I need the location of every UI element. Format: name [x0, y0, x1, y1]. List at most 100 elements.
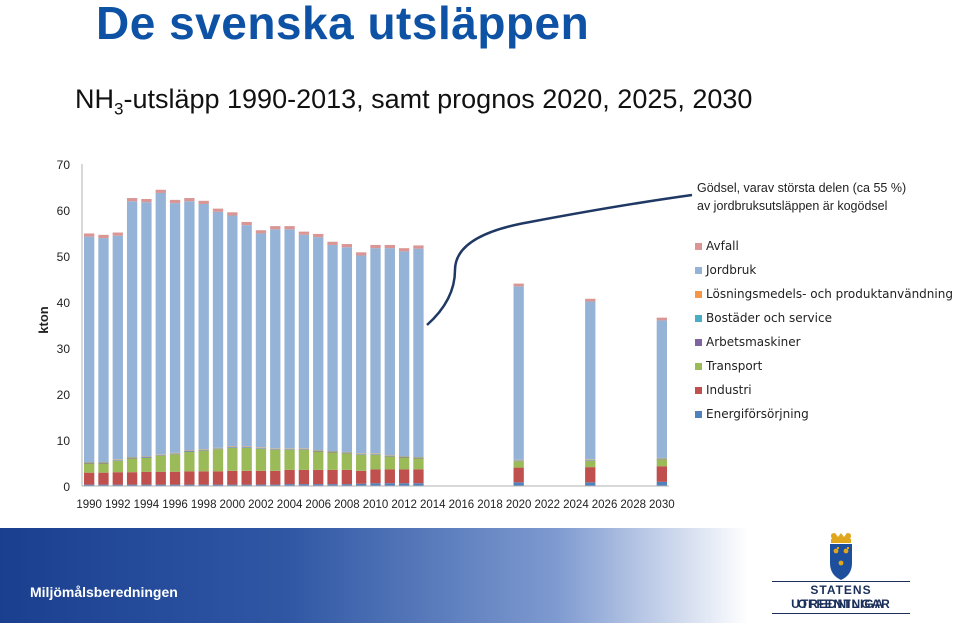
bar-segment: [141, 484, 152, 486]
bar-segment: [656, 320, 667, 458]
bar-segment: [126, 201, 138, 458]
bar-segment: [241, 470, 252, 485]
page-title: De svenska utsläppen: [96, 0, 590, 49]
bar-segment: [212, 484, 224, 486]
bar-segment: [155, 189, 166, 193]
bar-segment: [284, 484, 295, 486]
x-tick-label: 2018: [477, 499, 503, 511]
bar-segment: [212, 211, 224, 448]
bar-segment: [84, 463, 95, 473]
bar-segment: [241, 447, 252, 471]
bar-segment: [356, 470, 367, 484]
bar-segment: [585, 467, 596, 483]
bar-segment: [155, 455, 166, 472]
legend-label: Bostäder och service: [706, 311, 832, 325]
bar-segment: [413, 458, 424, 470]
bar-segment: [341, 484, 353, 486]
bar-segment: [141, 202, 152, 457]
bar-segment: [370, 454, 381, 470]
bar-segment: [284, 449, 295, 470]
x-tick-label: 1990: [76, 499, 102, 511]
bar-segment: [513, 286, 524, 460]
y-axis-label: kton: [36, 306, 51, 334]
bar-segment: [370, 248, 381, 454]
bar-segment: [241, 484, 252, 486]
bar-segment: [241, 221, 252, 226]
bar-segment: [169, 471, 181, 485]
bar-segment: [327, 244, 338, 452]
y-tick-label: 70: [57, 158, 71, 172]
bar-segment: [84, 236, 95, 463]
x-tick-label: 2020: [506, 499, 532, 511]
bar-segment: [398, 483, 410, 486]
x-tick-label: 1998: [191, 499, 217, 511]
annotation-line1: Gödsel, varav största delen (ca 55 %): [697, 181, 906, 195]
bar-segment: [370, 483, 381, 486]
bar-segment: [356, 255, 367, 454]
bar-segment: [327, 484, 338, 486]
bar-segment: [384, 469, 395, 484]
bar-segment: [370, 469, 381, 484]
bar-segment: [270, 226, 281, 230]
x-tick-label: 2010: [363, 499, 389, 511]
x-tick-label: 1994: [134, 499, 160, 511]
x-tick-label: 2022: [535, 499, 561, 511]
y-axis: 0 10 20 30 40 50 60 70 kton: [36, 158, 83, 494]
x-tick-label: 2008: [334, 499, 360, 511]
legend-swatch: [695, 339, 702, 346]
bar-segment: [98, 484, 109, 486]
bar-segment: [212, 449, 224, 472]
bar-segment: [184, 201, 195, 451]
bar-segment: [298, 469, 310, 485]
bar-segment: [155, 484, 166, 486]
bar-segment: [126, 458, 138, 473]
bar-segment: [341, 247, 353, 452]
x-tick-label: 2028: [620, 499, 646, 511]
bar-segment: [585, 482, 596, 486]
bar-segment: [112, 484, 123, 486]
bar-segment: [313, 451, 324, 470]
annotation-line2: av jordbruksutsläppen är kogödsel: [697, 199, 887, 213]
bar-segment: [169, 199, 181, 204]
y-tick-label: 10: [57, 434, 71, 448]
bar-segment: [198, 200, 209, 205]
bar-segment: [184, 484, 195, 486]
bar-segment: [227, 212, 238, 216]
bar-segment: [98, 238, 109, 463]
bar-segment: [313, 469, 324, 485]
bar-segment: [356, 454, 367, 471]
legend-label: Lösningsmedels- och produktanvändning: [706, 287, 953, 301]
bar-segment: [356, 252, 367, 256]
bar-segment: [155, 471, 166, 485]
x-tick-label: 2014: [420, 499, 446, 511]
bar-segment: [284, 469, 295, 485]
bar-segment: [284, 229, 295, 449]
bar-segment: [398, 469, 410, 484]
footer-band: Miljömålsberedningen: [0, 528, 960, 623]
bar-segment: [341, 453, 353, 470]
bar-segment: [84, 484, 95, 486]
legend-swatch: [695, 387, 702, 394]
legend-label: Arbetsmaskiner: [706, 335, 801, 349]
bars: [84, 189, 667, 486]
bar-segment: [413, 469, 424, 484]
bar-segment: [126, 472, 138, 485]
bar-segment: [255, 448, 267, 471]
bar-segment: [227, 484, 238, 486]
y-tick-label: 0: [63, 480, 70, 494]
bar-segment: [384, 248, 395, 456]
x-axis: 1990 1992 1994 1996 1998 2000 2002 2004 2006 2008…: [76, 485, 675, 511]
bar-segment: [398, 251, 410, 457]
bar-segment: [212, 471, 224, 485]
subtitle-main: NH: [75, 84, 114, 114]
footer-org: Miljömålsberedningen: [30, 584, 178, 600]
bar-segment: [98, 234, 109, 239]
legend: Avfall Jordbruk Lösningsmedels- och produk…: [695, 239, 953, 421]
bar-segment: [184, 198, 195, 202]
bar-segment: [270, 470, 281, 485]
bar-segment: [327, 469, 338, 485]
logo-text-line1: STATENS OFFENTLIGA: [797, 583, 885, 611]
bar-segment: [341, 469, 353, 485]
legend-label: Energiförsörjning: [706, 407, 809, 421]
logo-text-line2: UTREDNINGAR: [791, 597, 891, 611]
